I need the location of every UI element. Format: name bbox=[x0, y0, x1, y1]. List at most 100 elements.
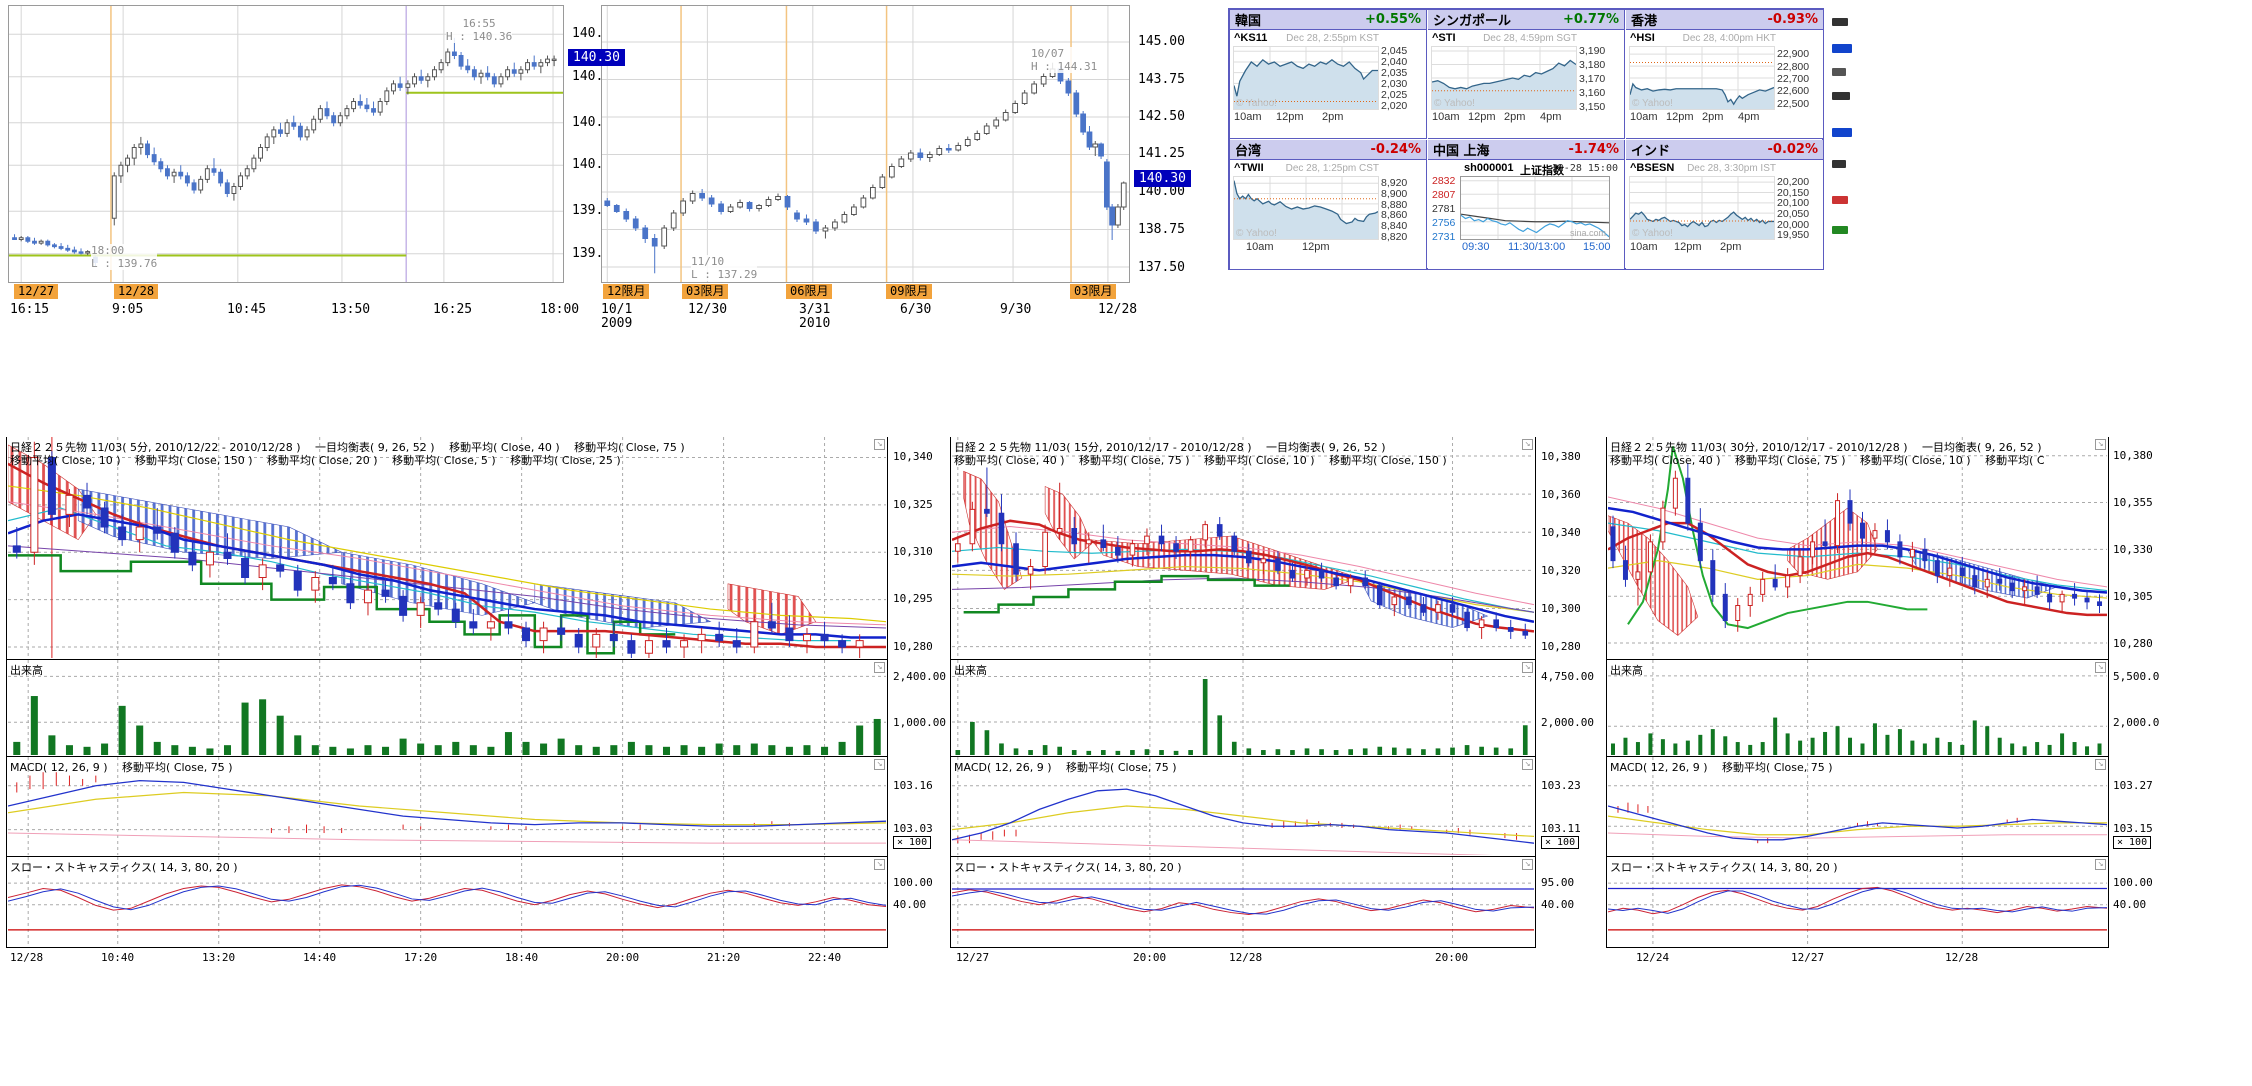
y-tick-label: 137.50 bbox=[1138, 260, 1185, 275]
stochastics-canvas bbox=[952, 857, 1534, 947]
high-time: 16:55 bbox=[462, 17, 496, 30]
y-tick-label: 103.11 bbox=[1541, 822, 1581, 835]
daily-futures-chart[interactable]: 10/07 H : 144.31 11/10 L : 137.29 bbox=[601, 5, 1130, 283]
mini-chart[interactable] bbox=[1431, 46, 1577, 110]
market-name: インド bbox=[1631, 144, 1671, 159]
stochastics-section[interactable] bbox=[952, 857, 1534, 947]
x-tick-label: 12/30 bbox=[688, 302, 728, 317]
widget-korea[interactable]: 韓国 +0.55% ^KS11 Dec 28, 2:55pm KST © Yah… bbox=[1230, 10, 1427, 139]
panel-title: 日経２２５先物 11/03( 15分, 2010/12/17 - 2010/12… bbox=[954, 441, 1386, 454]
market-name: 台湾 bbox=[1235, 144, 1262, 159]
mini-chart-canvas bbox=[1461, 177, 1609, 239]
axis-line bbox=[950, 947, 1536, 948]
volume-section[interactable] bbox=[952, 660, 1534, 755]
widget-india[interactable]: インド -0.02% ^BSESN Dec 28, 3:30pm IST © Y… bbox=[1626, 140, 1823, 269]
section-divider bbox=[1606, 756, 2109, 757]
x-tick-label: 10/1 bbox=[601, 302, 633, 317]
mini-chart[interactable] bbox=[1629, 176, 1775, 240]
panel-title: 日経２２５先物 11/03( 5分, 2010/12/22 - 2010/12/… bbox=[10, 441, 685, 454]
price-section[interactable] bbox=[8, 437, 886, 658]
x-tick-label: 12pm bbox=[1674, 241, 1702, 253]
macd-canvas bbox=[8, 757, 886, 855]
mini-chart[interactable] bbox=[1233, 46, 1379, 110]
macd-section[interactable] bbox=[1608, 757, 2107, 855]
index-title: 上证指数 bbox=[1520, 164, 1564, 177]
market-name: シンガポール bbox=[1433, 14, 1512, 29]
volume-section[interactable] bbox=[1608, 660, 2107, 755]
volume-section[interactable] bbox=[8, 660, 886, 755]
mini-chart[interactable] bbox=[1233, 176, 1379, 240]
y-tick-label: 5,500.0 bbox=[2113, 670, 2160, 683]
widget-singapore[interactable]: シンガポール +0.77% ^STI Dec 28, 4:59pm SGT © … bbox=[1428, 10, 1625, 139]
market-change-pct: -0.93% bbox=[1767, 12, 1819, 27]
section-divider bbox=[1606, 659, 2109, 660]
x-tick-label: 10am bbox=[1630, 111, 1658, 123]
macd-section[interactable] bbox=[952, 757, 1534, 855]
contract-badge: 03限月 bbox=[1070, 284, 1117, 299]
section-divider bbox=[1606, 856, 2109, 857]
x-tick-label: 20:00 bbox=[1133, 951, 1167, 964]
mini-chart-canvas bbox=[1630, 177, 1774, 239]
section-collapse-icon[interactable]: ↘ bbox=[874, 662, 885, 673]
x-tick-label: 9:05 bbox=[112, 302, 144, 317]
daily-futures-canvas bbox=[602, 6, 1129, 282]
price-section[interactable] bbox=[952, 437, 1534, 658]
y-tick-label: 2781 bbox=[1432, 203, 1456, 215]
section-collapse-icon[interactable]: ↘ bbox=[1522, 439, 1533, 450]
macd-canvas bbox=[952, 757, 1534, 855]
section-collapse-icon[interactable]: ↘ bbox=[2095, 662, 2106, 673]
x-tick-label: 12/28 bbox=[10, 951, 44, 964]
section-collapse-icon[interactable]: ↘ bbox=[874, 759, 885, 770]
axis-line bbox=[6, 947, 888, 948]
x-tick-label: 2pm bbox=[1504, 111, 1526, 123]
y-tick-label: 20,000 bbox=[1777, 219, 1810, 231]
section-collapse-icon[interactable]: ↘ bbox=[2095, 859, 2106, 870]
panel-title: 日経２２５先物 11/03( 30分, 2010/12/17 - 2010/12… bbox=[1610, 441, 2042, 454]
section-collapse-icon[interactable]: ↘ bbox=[2095, 759, 2106, 770]
widget-header: シンガポール +0.77% bbox=[1428, 10, 1624, 30]
low-annotation: 11/10 L : 137.29 bbox=[691, 255, 758, 281]
stochastics-section[interactable] bbox=[1608, 857, 2107, 947]
y-tick-label: 2,030 bbox=[1381, 78, 1408, 90]
section-divider bbox=[6, 856, 888, 857]
x-tick-label: 13:50 bbox=[331, 302, 371, 317]
widget-header: インド -0.02% bbox=[1626, 140, 1823, 160]
mini-chart[interactable] bbox=[1629, 46, 1775, 110]
panel-subtitle: 移動平均( Close, 40 ) 移動平均( Close, 75 ) 移動平均… bbox=[1610, 454, 2045, 467]
y-tick-label: 10,380 bbox=[1541, 450, 1581, 463]
clipped-text-fragment bbox=[1832, 160, 1846, 168]
price-section[interactable] bbox=[1608, 437, 2107, 658]
stochastics-section[interactable] bbox=[8, 857, 886, 947]
intraday-futures-chart[interactable]: 16:55 H : 140.36 18:00 L : 139.76 bbox=[8, 5, 564, 283]
market-change-pct: +0.55% bbox=[1365, 12, 1421, 27]
widget-hongkong[interactable]: 香港 -0.93% ^HSI Dec 28, 4:00pm HKT © Yaho… bbox=[1626, 10, 1823, 139]
low-value: L : 139.76 bbox=[91, 257, 158, 270]
y-tick-label: 103.16 bbox=[893, 779, 933, 792]
section-divider bbox=[6, 659, 888, 660]
quote-datetime: Dec 28, 4:00pm HKT bbox=[1682, 33, 1776, 44]
y-tick-label: 22,600 bbox=[1777, 85, 1810, 97]
widget-taiwan[interactable]: 台湾 -0.24% ^TWII Dec 28, 1:25pm CST © Yah… bbox=[1230, 140, 1427, 269]
section-collapse-icon[interactable]: ↘ bbox=[874, 859, 885, 870]
y-tick-label: 22,700 bbox=[1777, 73, 1810, 85]
section-collapse-icon[interactable]: ↘ bbox=[1522, 662, 1533, 673]
x-tick-label: 20:00 bbox=[606, 951, 640, 964]
y-tick-label: 103.03 bbox=[893, 822, 933, 835]
section-collapse-icon[interactable]: ↘ bbox=[2095, 439, 2106, 450]
clipped-text-fragment bbox=[1832, 226, 1848, 234]
volume-label: 出来高 bbox=[10, 664, 43, 677]
macd-section[interactable] bbox=[8, 757, 886, 855]
section-collapse-icon[interactable]: ↘ bbox=[1522, 759, 1533, 770]
clipped-text-fragment bbox=[1832, 92, 1850, 100]
x-tick-year: 2010 bbox=[799, 316, 831, 331]
widget-shanghai[interactable]: 中国 上海 -1.74% sh000001 上证指数 12-28 15:00 s… bbox=[1428, 140, 1625, 269]
section-collapse-icon[interactable]: ↘ bbox=[874, 439, 885, 450]
x-tick-label: 12pm bbox=[1276, 111, 1304, 123]
section-collapse-icon[interactable]: ↘ bbox=[1522, 859, 1533, 870]
y-tick-label: 10,380 bbox=[2113, 449, 2153, 462]
y-tick-label: 100.00 bbox=[2113, 876, 2153, 889]
mini-chart[interactable] bbox=[1460, 176, 1610, 240]
ticker-symbol: ^TWII bbox=[1234, 162, 1264, 174]
macd-label: MACD( 12, 26, 9 ) 移動平均( Close, 75 ) bbox=[10, 761, 233, 774]
mini-chart-canvas bbox=[1630, 47, 1774, 109]
